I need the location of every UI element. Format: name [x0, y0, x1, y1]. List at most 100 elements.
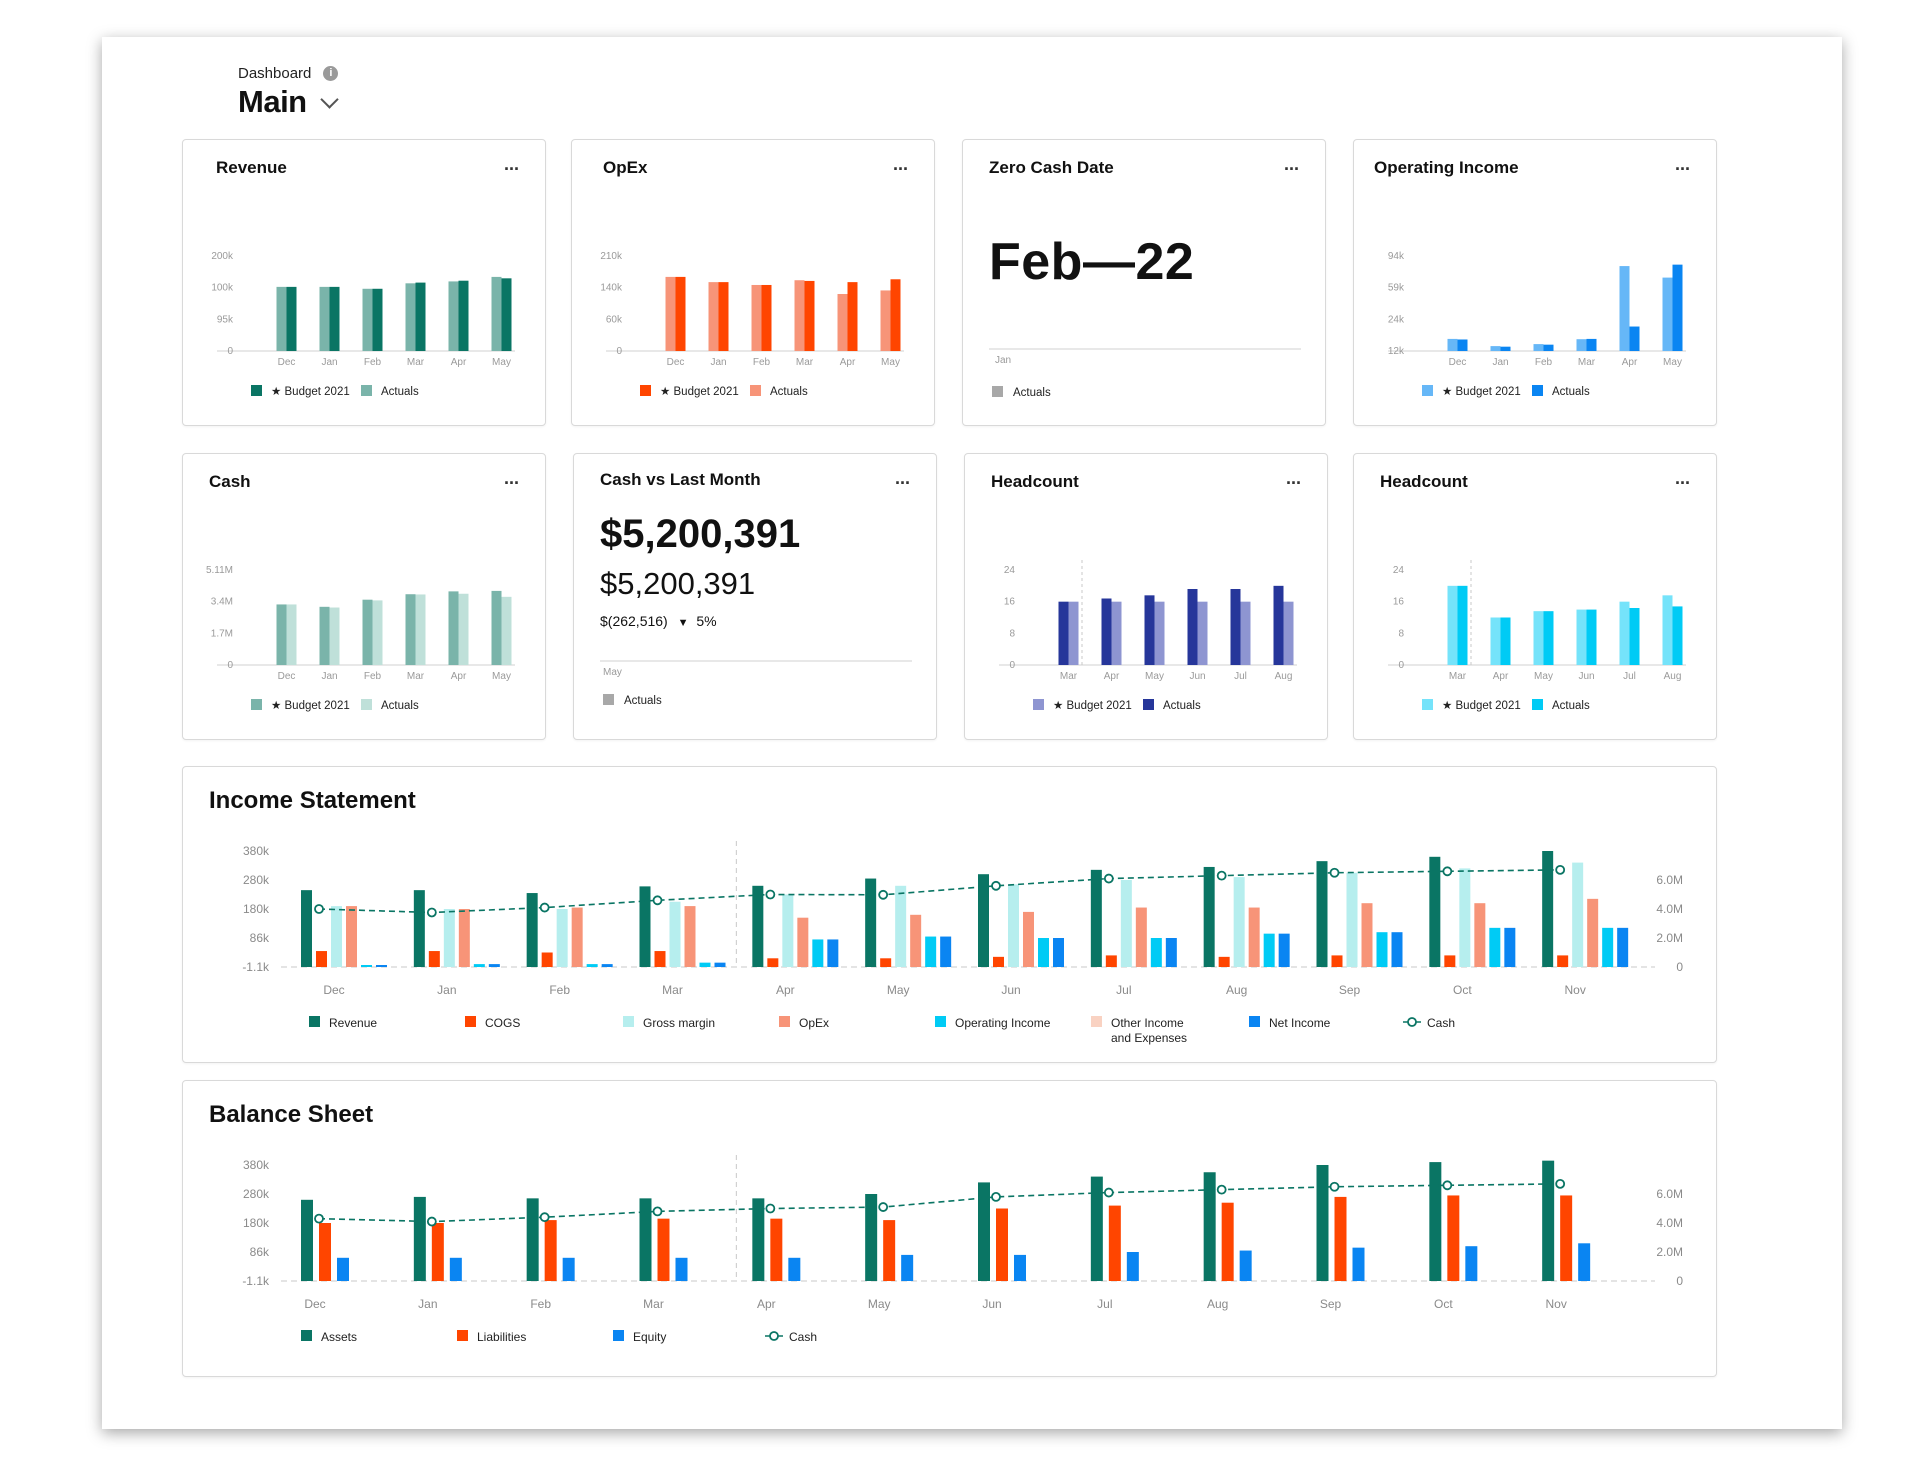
x-tick-label: Dec	[323, 983, 344, 997]
legend-label: Operating Income	[955, 1016, 1051, 1030]
bar-net-income	[1165, 938, 1177, 967]
section-title: Income Statement	[209, 787, 416, 814]
bar-operating-income	[1376, 932, 1388, 967]
more-options-button[interactable]: ...	[1674, 154, 1690, 174]
zero-cash-axis: Jan Actuals	[989, 348, 1301, 399]
bar-assets	[1316, 1165, 1329, 1281]
zero-cash-date-value: Feb—22	[989, 233, 1195, 291]
info-icon[interactable]: i	[323, 66, 339, 81]
bar-equity	[675, 1257, 688, 1281]
legend-label: ★ Budget 2021	[271, 386, 350, 398]
bar-net-income	[827, 939, 839, 967]
bar-actuals	[448, 281, 459, 351]
bar-operating-income	[1602, 927, 1614, 967]
bar-assets	[1203, 1172, 1216, 1281]
card-title: Cash vs Last Month	[600, 470, 761, 489]
more-options-button[interactable]: ...	[892, 154, 908, 174]
bar-actuals	[708, 282, 719, 351]
bar--budget-2021	[1662, 595, 1673, 665]
legend-swatch	[1532, 699, 1543, 710]
x-tick-label: Mar	[1578, 357, 1596, 368]
breadcrumb-label[interactable]: Dashboard	[238, 65, 312, 82]
page-title[interactable]: Main	[238, 84, 307, 119]
chevron-down-icon[interactable]	[319, 89, 339, 109]
y-tick-label: 24k	[1388, 314, 1405, 325]
bar-actuals	[1144, 595, 1155, 665]
x-tick-label: Apr	[776, 983, 795, 997]
bar-assets	[301, 1199, 313, 1281]
cash-point	[1329, 1181, 1340, 1192]
x-tick-label: Sep	[1339, 983, 1361, 997]
more-options-button[interactable]: ...	[1285, 468, 1301, 488]
bar--budget-2021	[1154, 601, 1165, 665]
y-tick-label-left: -1.1k	[242, 960, 270, 974]
x-tick-label: Jan	[418, 1297, 437, 1311]
cash-point	[878, 1202, 889, 1212]
bar-gross-margin	[1233, 877, 1245, 967]
cash-point	[878, 889, 889, 900]
bar--budget-2021	[276, 604, 287, 665]
y-tick-label: 0	[616, 346, 622, 357]
legend-swatch	[301, 1330, 312, 1341]
cash-point	[765, 889, 776, 900]
x-tick-label: May	[868, 1297, 891, 1311]
bar-net-income	[1053, 938, 1064, 967]
bar-gross-margin	[331, 906, 342, 967]
bar--budget-2021	[329, 286, 340, 351]
x-tick-label: Aug	[1226, 983, 1247, 997]
y-tick-label-left: 280k	[243, 873, 270, 887]
y-tick-label: 210k	[600, 251, 623, 262]
more-options-button[interactable]: ...	[894, 468, 910, 488]
bar--budget-2021	[1533, 611, 1544, 665]
x-tick-label: Dec	[667, 357, 685, 368]
cash-delta: $(262,516) ▼ 5%	[600, 613, 717, 629]
more-options-button[interactable]: ...	[503, 154, 519, 174]
bar-actuals	[329, 607, 340, 665]
bar-actuals	[1273, 585, 1284, 665]
bar-equity	[562, 1257, 575, 1281]
bar--budget-2021	[286, 286, 297, 351]
x-tick-label: Oct	[1434, 1297, 1453, 1311]
dashboard-selector[interactable]: Main	[238, 84, 339, 120]
legend-label: COGS	[485, 1016, 520, 1030]
legend-label: Actuals	[1163, 700, 1201, 712]
legend-swatch	[1249, 1016, 1260, 1027]
bar-cogs	[654, 951, 666, 967]
more-options-button[interactable]: ...	[1283, 154, 1299, 174]
bar--budget-2021	[1447, 585, 1458, 665]
card-title: OpEx	[603, 158, 648, 177]
bar-actuals	[1490, 346, 1501, 351]
bar--budget-2021	[501, 278, 512, 351]
bar-gross-margin	[556, 909, 568, 967]
bar-opex	[910, 914, 922, 967]
bar-liabilities	[883, 1220, 896, 1281]
legend-label: Assets	[321, 1330, 357, 1344]
y-tick-label-right: 4.0M	[1656, 902, 1683, 916]
cash-point	[314, 904, 324, 914]
cash-point	[1555, 864, 1566, 875]
legend-swatch	[750, 385, 761, 396]
bar-actuals	[1662, 277, 1673, 351]
x-tick-label: Aug	[1664, 671, 1682, 682]
x-tick-label: Jan	[321, 357, 337, 368]
bar-assets	[1429, 1162, 1442, 1281]
y-tick-label-left: -1.1k	[242, 1274, 270, 1288]
more-options-button[interactable]: ...	[503, 468, 519, 488]
bar-actuals	[837, 294, 848, 351]
legend-label: Actuals	[381, 386, 419, 398]
down-arrow-icon: ▼	[677, 617, 689, 629]
y-tick-label: 59k	[1388, 283, 1405, 294]
bar-liabilities	[770, 1218, 783, 1281]
bar-actuals	[1629, 608, 1640, 665]
bar-cogs	[541, 952, 553, 967]
x-tick-label: Jan	[995, 355, 1011, 366]
y-tick-label-left: 380k	[243, 844, 270, 858]
more-options-button[interactable]: ...	[1674, 468, 1690, 488]
x-tick-label: Feb	[753, 357, 771, 368]
cash-delta-amount: $(262,516)	[600, 613, 668, 629]
cash-vs-axis: May Actuals	[600, 660, 912, 707]
bar-gross-margin	[782, 894, 794, 967]
bar-actuals	[1586, 609, 1597, 665]
cash-point	[426, 1216, 437, 1227]
bar-cogs	[1218, 956, 1230, 967]
